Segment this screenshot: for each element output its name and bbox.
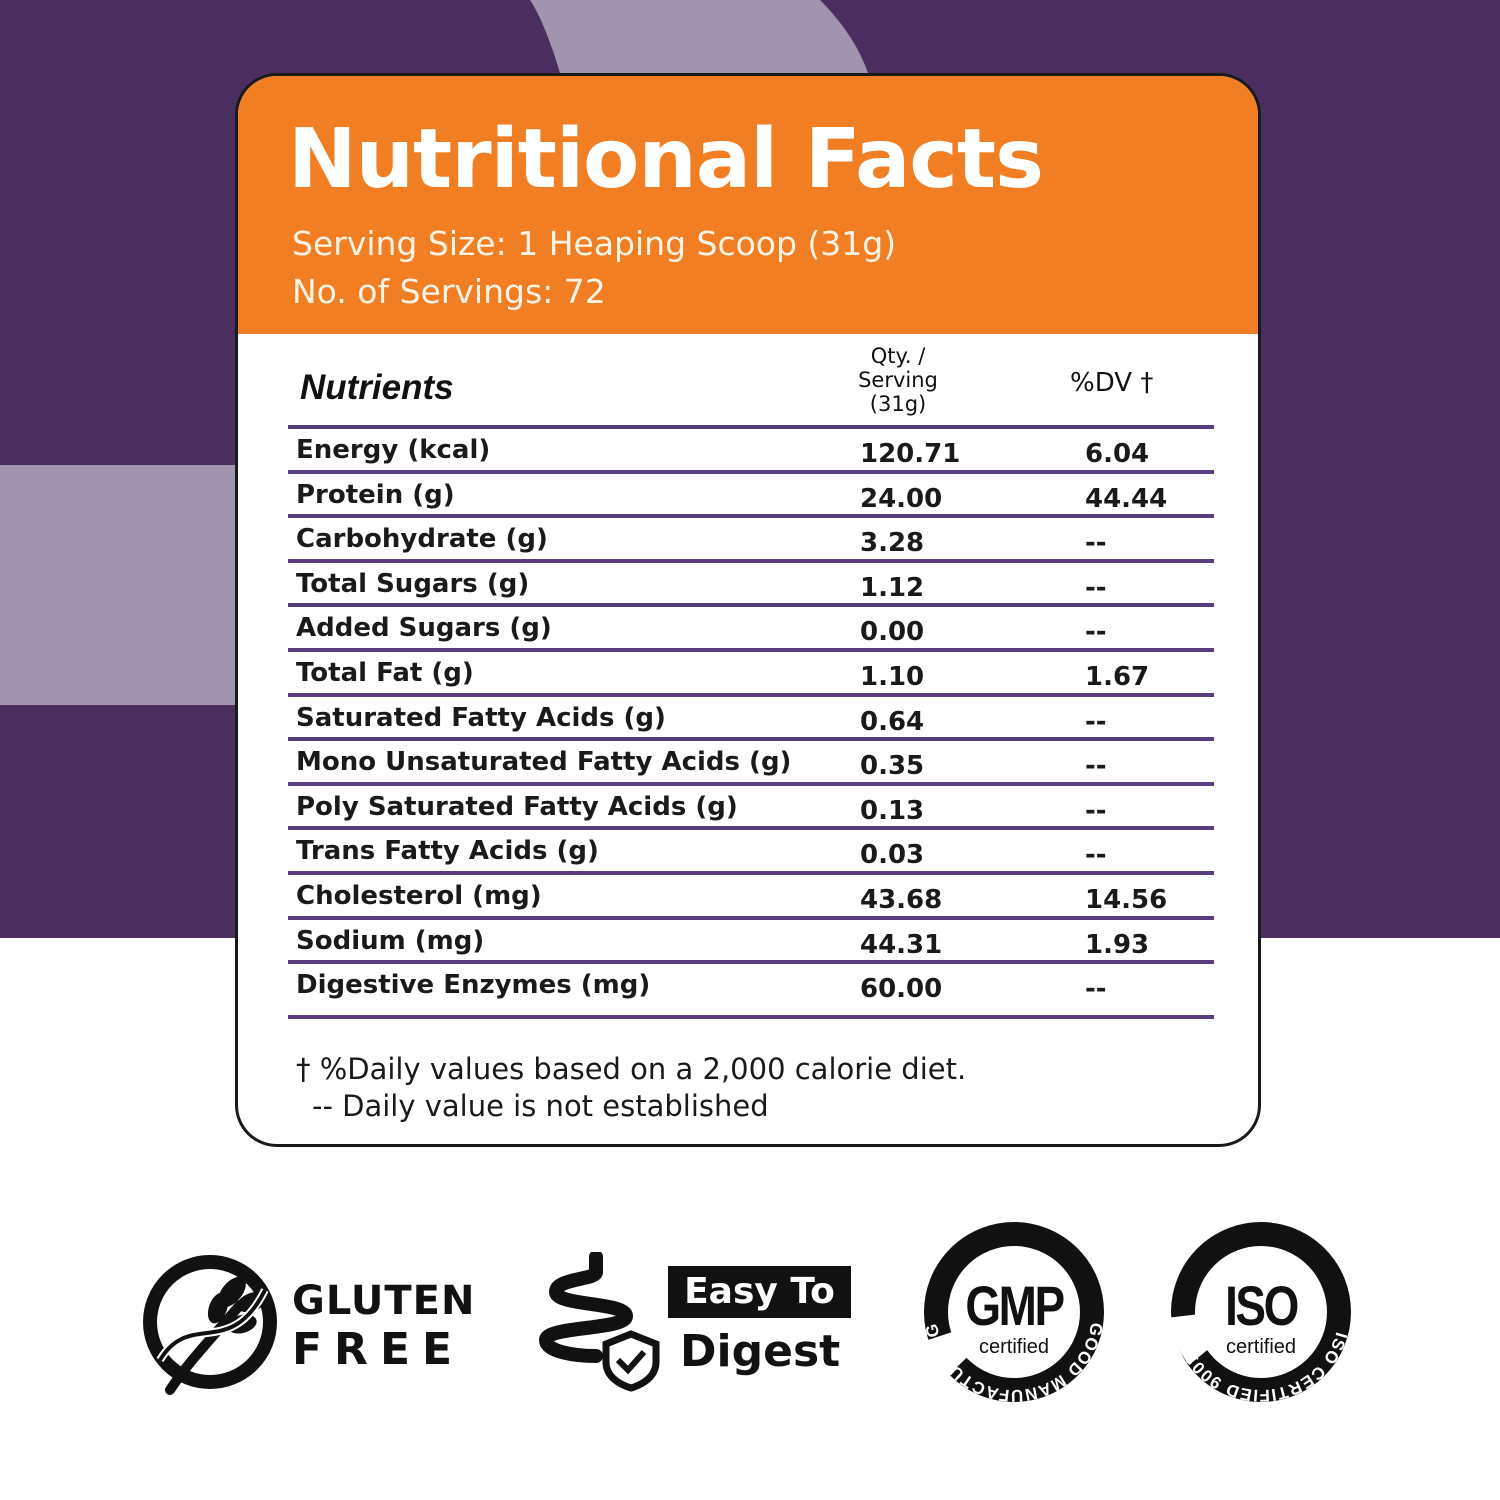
table-rule bbox=[288, 1014, 1214, 1019]
cell-name: Saturated Fatty Acids (g) bbox=[296, 702, 666, 733]
cell-qty: 0.03 bbox=[860, 840, 925, 871]
table-row: Mono Unsaturated Fatty Acids (g) 0.35 -- bbox=[288, 743, 1214, 787]
table-rule bbox=[288, 737, 1214, 742]
gmp-seal: GOOD MANUFACTURING PRACTICE GMP certifie… bbox=[918, 1216, 1110, 1408]
cell-name: Digestive Enzymes (mg) bbox=[296, 970, 651, 1001]
table-rule bbox=[288, 915, 1214, 920]
cell-name: Added Sugars (g) bbox=[296, 613, 552, 644]
cell-name: Carbohydrate (g) bbox=[296, 524, 548, 555]
digest-label: Digest bbox=[680, 1326, 841, 1377]
gmp-title: GMP bbox=[965, 1274, 1065, 1337]
table-row: Sodium (mg) 44.31 1.93 bbox=[288, 922, 1214, 966]
qty-header-line: Serving bbox=[858, 368, 938, 392]
gluten-free-line2: FREE bbox=[292, 1324, 465, 1375]
cell-name: Sodium (mg) bbox=[296, 925, 485, 956]
table-rule bbox=[288, 871, 1214, 875]
cell-qty: 120.71 bbox=[860, 439, 961, 469]
cell-dv: 1.93 bbox=[1085, 929, 1150, 960]
cell-name: Energy (kcal) bbox=[296, 435, 491, 465]
cell-qty: 60.00 bbox=[860, 974, 943, 1005]
table-row: Cholesterol (mg) 43.68 14.56 bbox=[288, 877, 1214, 921]
footnote-not-established: -- Daily value is not established bbox=[312, 1089, 769, 1123]
footnote-daily-values: † %Daily values based on a 2,000 calorie… bbox=[296, 1052, 967, 1086]
cell-name: Mono Unsaturated Fatty Acids (g) bbox=[296, 747, 792, 778]
serving-size: Serving Size: 1 Heaping Scoop (31g) bbox=[292, 224, 897, 263]
cell-dv: -- bbox=[1085, 528, 1107, 559]
background-swoosh bbox=[0, 0, 868, 705]
card-header: Nutritional Facts Serving Size: 1 Heapin… bbox=[238, 76, 1258, 334]
table-rule bbox=[288, 648, 1214, 652]
gluten-free-line1: GLUTEN bbox=[292, 1278, 476, 1324]
cell-dv: 44.44 bbox=[1085, 483, 1168, 514]
easy-to-label: Easy To bbox=[668, 1266, 851, 1318]
qty-header-line: Qty. / bbox=[870, 344, 926, 368]
table-rule bbox=[288, 558, 1214, 563]
table-rule bbox=[288, 826, 1214, 831]
cell-name: Cholesterol (mg) bbox=[296, 881, 542, 911]
cell-name: Protein (g) bbox=[296, 479, 455, 510]
table-rule bbox=[288, 603, 1214, 608]
cell-qty: 44.31 bbox=[860, 929, 943, 960]
table-rule bbox=[288, 469, 1214, 474]
cell-name: Poly Saturated Fatty Acids (g) bbox=[296, 791, 738, 822]
qty-header-line: (31g) bbox=[869, 392, 927, 416]
cell-dv: -- bbox=[1085, 617, 1107, 648]
table-rule bbox=[288, 781, 1214, 786]
wheat-crossed-icon bbox=[143, 1255, 277, 1395]
table-row: Energy (kcal) 120.71 6.04 bbox=[288, 431, 1214, 475]
cell-dv: -- bbox=[1085, 572, 1107, 603]
table-row: Total Fat (g) 1.10 1.67 bbox=[288, 654, 1214, 698]
servings-count: No. of Servings: 72 bbox=[292, 272, 606, 311]
table-rule bbox=[288, 960, 1214, 965]
iso-title: ISO bbox=[1225, 1274, 1299, 1337]
gmp-ring-icon: GOOD MANUFACTURING PRACTICE bbox=[918, 1216, 1105, 1405]
cell-qty: 1.10 bbox=[860, 662, 925, 692]
cell-qty: 1.12 bbox=[860, 572, 925, 603]
gmp-certified: certified bbox=[978, 1336, 1050, 1358]
cell-dv: -- bbox=[1085, 751, 1107, 782]
cell-qty: 0.35 bbox=[860, 751, 925, 782]
table-row: Protein (g) 24.00 44.44 bbox=[288, 476, 1214, 520]
easy-to-digest-badge: Easy To Digest bbox=[536, 1252, 856, 1392]
page-title: Nutritional Facts bbox=[288, 112, 1044, 207]
cell-dv: 14.56 bbox=[1085, 885, 1168, 915]
cell-dv: 1.67 bbox=[1085, 662, 1150, 692]
cell-name: Trans Fatty Acids (g) bbox=[296, 836, 599, 867]
table-row: Poly Saturated Fatty Acids (g) 0.13 -- bbox=[288, 788, 1214, 832]
cell-dv: -- bbox=[1085, 795, 1107, 826]
cell-name: Total Sugars (g) bbox=[296, 568, 530, 599]
table-row: Total Sugars (g) 1.12 -- bbox=[288, 565, 1214, 609]
cell-dv: -- bbox=[1085, 840, 1107, 871]
table-rule bbox=[288, 514, 1214, 519]
table-row: Added Sugars (g) 0.00 -- bbox=[288, 609, 1214, 653]
column-header-dv: %DV † bbox=[1070, 368, 1154, 398]
cell-dv: -- bbox=[1085, 706, 1107, 737]
table-row: Trans Fatty Acids (g) 0.03 -- bbox=[288, 832, 1214, 876]
cell-qty: 0.13 bbox=[860, 795, 925, 826]
table-row: Saturated Fatty Acids (g) 0.64 -- bbox=[288, 699, 1214, 743]
cell-qty: 3.28 bbox=[860, 528, 925, 559]
cell-name: Total Fat (g) bbox=[296, 658, 474, 688]
intestine-shield-icon bbox=[538, 1252, 660, 1392]
iso-certified: certified bbox=[1225, 1336, 1297, 1358]
column-header-nutrients: Nutrients bbox=[300, 368, 454, 407]
cell-dv: -- bbox=[1085, 974, 1107, 1005]
table-rule bbox=[288, 425, 1214, 429]
table-rule bbox=[288, 692, 1214, 697]
cell-qty: 0.00 bbox=[860, 617, 925, 648]
gluten-free-badge: GLUTEN FREE bbox=[140, 1250, 474, 1400]
cell-qty: 24.00 bbox=[860, 483, 943, 514]
table-row: Carbohydrate (g) 3.28 -- bbox=[288, 520, 1214, 564]
cell-qty: 0.64 bbox=[860, 706, 925, 737]
nutrition-card: Nutritional Facts Serving Size: 1 Heapin… bbox=[235, 73, 1261, 1147]
table-row: Digestive Enzymes (mg) 60.00 -- bbox=[288, 966, 1214, 1010]
iso-ring-icon: ISO CERTIFIED 9001:2015 bbox=[1165, 1216, 1351, 1405]
cell-dv: 6.04 bbox=[1085, 439, 1150, 469]
cell-qty: 43.68 bbox=[860, 885, 943, 915]
column-header-qty: Qty. / Serving (31g) bbox=[823, 344, 973, 416]
iso-seal: ISO CERTIFIED 9001:2015 ISO certified bbox=[1165, 1216, 1357, 1408]
